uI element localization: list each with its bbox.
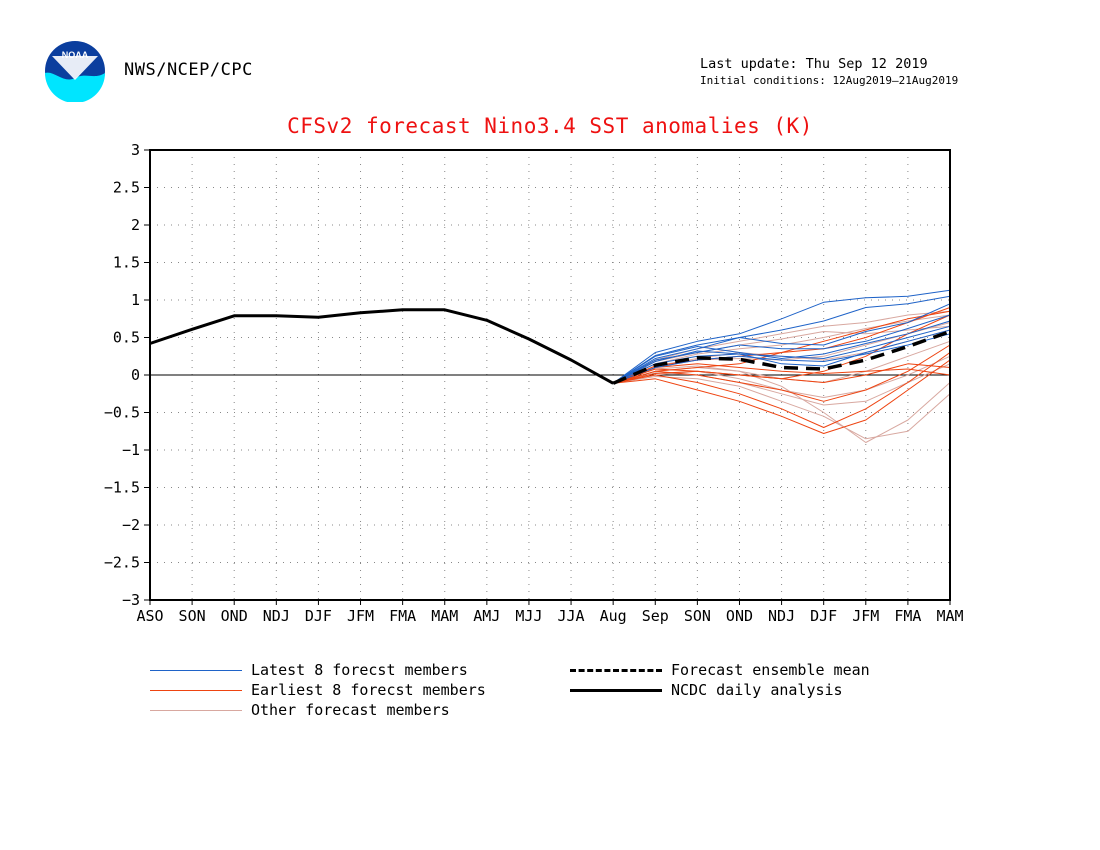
- last-update: Last update: Thu Sep 12 2019: [700, 56, 928, 72]
- series-line-latest-7: [612, 329, 951, 384]
- series-line-latest-2: [612, 295, 951, 384]
- legend-other: Other forecast members: [150, 701, 450, 719]
- initial-conditions: Initial conditions: 12Aug2019—21Aug2019: [700, 74, 959, 87]
- x-tick-label: JFM: [347, 607, 374, 625]
- x-tick-label: SON: [684, 607, 711, 625]
- logo-text: NOAA: [62, 50, 89, 60]
- x-tick-label: JFM: [852, 607, 879, 625]
- y-tick-label: −1.5: [104, 479, 140, 497]
- x-tick-label: MAM: [431, 607, 458, 625]
- y-tick-label: −1: [122, 441, 140, 459]
- series-line-other-7: [613, 365, 951, 443]
- series-line-earliest-5: [613, 363, 951, 384]
- legend-analysis-label: NCDC daily analysis: [671, 681, 843, 699]
- legend-latest-swatch: [150, 669, 242, 671]
- y-tick-label: 0.5: [113, 329, 140, 347]
- x-tick-label: SON: [179, 607, 206, 625]
- series-line-other-2: [612, 314, 951, 384]
- x-tick-label: AMJ: [473, 607, 500, 625]
- series-line-earliest-1: [613, 359, 951, 434]
- x-tick-label: FMA: [389, 607, 416, 625]
- series-line-other-10: [613, 363, 951, 406]
- legend-earliest: Earliest 8 forecst members: [150, 681, 486, 699]
- legend-analysis-swatch: [570, 688, 662, 692]
- x-tick-label: NDJ: [768, 607, 795, 625]
- series-line-latest-3: [612, 303, 951, 384]
- x-tick-label: JJA: [558, 607, 585, 625]
- legend-latest-label: Latest 8 forecst members: [251, 661, 468, 679]
- y-tick-label: 1.5: [113, 254, 140, 272]
- legend-earliest-swatch: [150, 689, 242, 691]
- x-tick-label: ASO: [136, 607, 163, 625]
- x-tick-label: Aug: [600, 607, 627, 625]
- plot-frame: [149, 149, 951, 601]
- y-tick-label: 1: [131, 291, 140, 309]
- x-tick-label: OND: [726, 607, 753, 625]
- legend-analysis: NCDC daily analysis: [570, 681, 843, 699]
- series-line-earliest-2: [613, 352, 951, 428]
- legend-mean: Forecast ensemble mean: [570, 661, 870, 679]
- series-line-analysis: [149, 308, 614, 385]
- y-tick-label: 2.5: [113, 179, 140, 197]
- x-tick-label: DJF: [810, 607, 837, 625]
- x-tick-label: FMA: [894, 607, 921, 625]
- legend-other-swatch: [150, 709, 242, 711]
- x-tick-label: Sep: [642, 607, 669, 625]
- legend-earliest-label: Earliest 8 forecst members: [251, 681, 486, 699]
- series-line-latest-8: [613, 333, 951, 384]
- y-tick-label: −2: [122, 516, 140, 534]
- x-tick-label: DJF: [305, 607, 332, 625]
- series-line-latest-6: [612, 325, 951, 384]
- series-line-mean: [612, 329, 951, 385]
- y-tick-label: −0.5: [104, 404, 140, 422]
- agency-label: NWS/NCEP/CPC: [124, 60, 253, 80]
- noaa-logo-icon: NOAA: [44, 40, 106, 103]
- y-tick-label: 0: [131, 366, 140, 384]
- legend-other-label: Other forecast members: [251, 701, 450, 719]
- chart-title: CFSv2 forecast Nino3.4 SST anomalies (K): [287, 114, 813, 138]
- series-line-latest-1: [612, 289, 951, 384]
- y-tick-label: −2.5: [104, 554, 140, 572]
- x-tick-label: MAM: [936, 607, 963, 625]
- legend-mean-label: Forecast ensemble mean: [671, 661, 870, 679]
- x-tick-label: NDJ: [263, 607, 290, 625]
- y-tick-label: 3: [131, 141, 140, 159]
- x-tick-label: OND: [221, 607, 248, 625]
- y-tick-label: 2: [131, 216, 140, 234]
- legend-mean-swatch: [570, 668, 662, 672]
- legend-latest: Latest 8 forecst members: [150, 661, 468, 679]
- x-tick-label: MJJ: [515, 607, 542, 625]
- series-line-other-1: [612, 310, 951, 384]
- series-line-latest-5: [612, 320, 951, 384]
- y-tick-label: −3: [122, 591, 140, 609]
- series-line-earliest-7: [613, 310, 951, 384]
